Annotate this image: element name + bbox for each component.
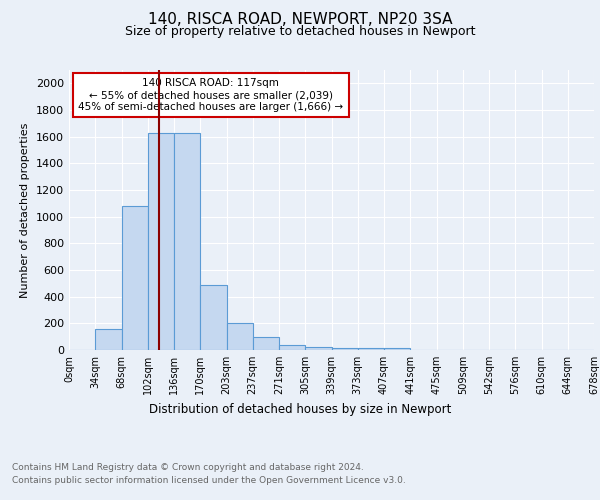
Text: 140, RISCA ROAD, NEWPORT, NP20 3SA: 140, RISCA ROAD, NEWPORT, NP20 3SA bbox=[148, 12, 452, 28]
Text: 140 RISCA ROAD: 117sqm
← 55% of detached houses are smaller (2,039)
45% of semi-: 140 RISCA ROAD: 117sqm ← 55% of detached… bbox=[78, 78, 343, 112]
Text: Size of property relative to detached houses in Newport: Size of property relative to detached ho… bbox=[125, 25, 475, 38]
Text: Contains public sector information licensed under the Open Government Licence v3: Contains public sector information licen… bbox=[12, 476, 406, 485]
Bar bbox=[200, 286, 227, 350]
Bar bbox=[148, 134, 174, 350]
Text: Contains HM Land Registry data © Crown copyright and database right 2024.: Contains HM Land Registry data © Crown c… bbox=[12, 462, 364, 471]
Bar bbox=[384, 348, 410, 350]
Text: Distribution of detached houses by size in Newport: Distribution of detached houses by size … bbox=[149, 402, 451, 415]
Bar bbox=[279, 344, 305, 350]
Bar bbox=[121, 206, 148, 350]
Bar bbox=[253, 336, 279, 350]
Bar bbox=[227, 324, 253, 350]
Y-axis label: Number of detached properties: Number of detached properties bbox=[20, 122, 31, 298]
Bar bbox=[174, 134, 200, 350]
Bar bbox=[358, 348, 384, 350]
Bar bbox=[305, 346, 331, 350]
Bar bbox=[331, 348, 358, 350]
Bar bbox=[95, 328, 121, 350]
